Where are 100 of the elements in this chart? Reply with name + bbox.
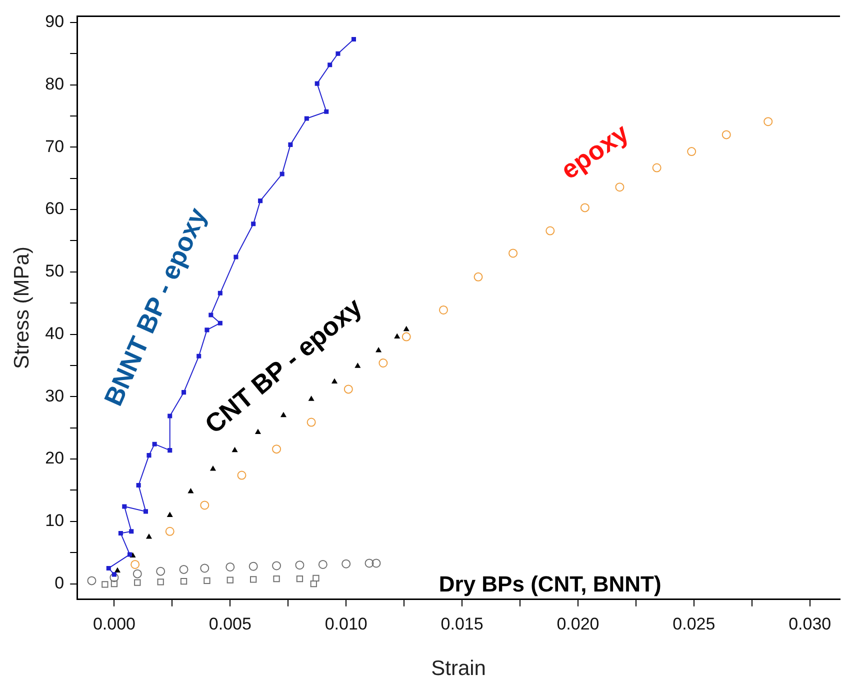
x-tick-label: 0.005 [208, 614, 252, 634]
x-axis-title: Strain [431, 657, 486, 680]
point [122, 504, 127, 509]
point [112, 572, 116, 577]
point [114, 568, 120, 572]
x-tick-label: 0.025 [672, 614, 716, 634]
point [232, 447, 238, 452]
point [336, 51, 340, 56]
point [106, 566, 111, 570]
point [130, 560, 140, 569]
y-tick-label: 80 [45, 74, 64, 94]
point [167, 512, 173, 517]
point [615, 182, 624, 192]
point [580, 203, 590, 212]
point [546, 226, 555, 236]
point [318, 560, 328, 569]
point [234, 254, 238, 260]
point [355, 363, 360, 368]
y-axis-title: Stress (MPa) [10, 246, 34, 370]
point [182, 390, 186, 395]
point [351, 37, 356, 42]
point [156, 566, 166, 576]
y-tick-label: 60 [45, 199, 64, 218]
point [364, 558, 374, 568]
point [258, 198, 263, 204]
annotation: Dry BPs (CNT, BNNT) [438, 571, 662, 596]
point [295, 560, 304, 570]
x-tick-label: 0.000 [92, 614, 136, 634]
point [280, 172, 284, 176]
point [188, 488, 194, 494]
y-tick-label: 30 [45, 386, 64, 406]
point [200, 564, 210, 573]
point [296, 575, 304, 582]
point [376, 348, 382, 352]
point [273, 575, 280, 582]
point [134, 579, 141, 586]
point [304, 116, 309, 121]
y-tick-label: 0 [54, 573, 64, 592]
point [226, 562, 235, 572]
point [237, 470, 246, 480]
x-tick-label: 0.010 [324, 614, 368, 634]
point [332, 378, 338, 384]
point [168, 448, 172, 453]
point [118, 531, 123, 536]
text: BNNT BP - epoxy [98, 202, 213, 410]
point [210, 466, 216, 471]
point [146, 453, 152, 458]
point [288, 142, 293, 147]
point [102, 581, 108, 588]
point [378, 358, 388, 368]
point [324, 109, 329, 114]
point [328, 62, 332, 68]
point [226, 576, 234, 584]
point [132, 569, 142, 578]
point [272, 444, 282, 454]
y-tick-label: 50 [45, 262, 64, 281]
point [200, 500, 210, 510]
x-tick-label: 0.015 [440, 614, 484, 634]
point [250, 576, 257, 583]
x-tick-label: 0.030 [788, 614, 832, 634]
point [110, 580, 118, 588]
point [165, 526, 174, 536]
point [402, 332, 411, 342]
y-tick-label: 10 [45, 511, 64, 530]
point [180, 578, 188, 585]
point [394, 334, 400, 339]
point [157, 578, 164, 586]
point [344, 384, 353, 394]
point [129, 529, 134, 534]
point [87, 576, 96, 586]
y-tick-label: 70 [45, 136, 64, 156]
point [312, 574, 320, 582]
point [218, 290, 222, 296]
point [404, 326, 410, 332]
point [722, 130, 731, 140]
point [474, 272, 483, 282]
point [372, 558, 381, 568]
point [204, 577, 210, 584]
point [652, 163, 662, 172]
point [251, 222, 256, 226]
point [143, 509, 148, 514]
point [204, 328, 210, 332]
point [218, 320, 222, 326]
point [179, 564, 188, 574]
point [255, 429, 261, 434]
point [438, 305, 448, 314]
point [127, 552, 132, 557]
point [306, 418, 316, 427]
y-tick-label: 90 [45, 12, 64, 32]
point [248, 562, 258, 571]
point [168, 414, 172, 418]
point [687, 147, 696, 156]
point [152, 442, 157, 446]
point [196, 354, 202, 358]
point [342, 559, 351, 568]
y-tick-label: 40 [45, 324, 64, 343]
point [308, 396, 314, 401]
point [136, 482, 141, 488]
point [310, 580, 317, 588]
point [314, 81, 320, 86]
